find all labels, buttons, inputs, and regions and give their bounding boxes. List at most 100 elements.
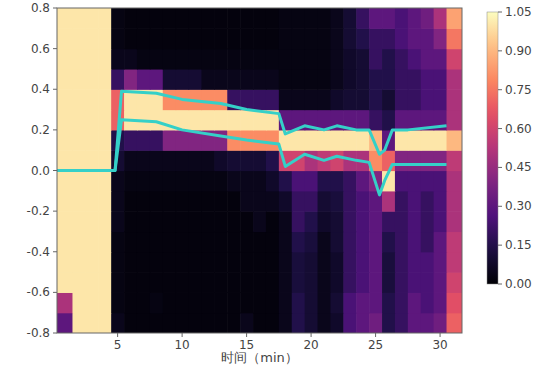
heat-cell	[214, 252, 227, 273]
heat-cell	[395, 110, 408, 131]
heat-cell	[292, 130, 305, 151]
heat-cell	[240, 313, 253, 333]
heat-cell	[150, 8, 163, 29]
heat-cell	[343, 313, 356, 333]
heat-cell	[356, 313, 369, 333]
heat-cell	[111, 211, 124, 232]
heat-cell	[266, 150, 279, 171]
heat-cell	[111, 272, 124, 293]
heat-cell	[163, 191, 176, 212]
heat-cell	[85, 211, 98, 232]
heat-cell	[253, 28, 266, 49]
heat-cell	[176, 130, 189, 151]
colorbar-tick-label: 0.90	[505, 44, 532, 58]
heat-cell	[98, 110, 111, 131]
y-tick	[53, 292, 57, 293]
heat-cell	[240, 49, 253, 70]
heat-cell	[369, 8, 382, 29]
heat-cell	[163, 49, 176, 70]
heat-cell	[434, 69, 447, 90]
heat-cell	[111, 252, 124, 273]
heat-cell	[111, 69, 124, 90]
heat-cell	[176, 49, 189, 70]
x-tick-label: 20	[303, 338, 318, 352]
heat-cell	[266, 313, 279, 333]
heat-cell	[305, 292, 318, 313]
heat-cell	[279, 28, 292, 49]
heat-cell	[189, 211, 202, 232]
heat-cell	[343, 130, 356, 151]
heat-cell	[189, 110, 202, 131]
heat-cell	[150, 171, 163, 192]
heat-cell	[163, 252, 176, 273]
heat-cell	[72, 89, 85, 110]
heat-cell	[137, 191, 150, 212]
plot-frame	[57, 8, 462, 333]
heat-cell	[369, 252, 382, 273]
heat-cell	[330, 272, 343, 293]
heat-cell	[124, 191, 137, 212]
heat-cell	[434, 272, 447, 293]
heat-cell	[253, 191, 266, 212]
heat-cell	[408, 130, 421, 151]
heat-cell	[111, 231, 124, 252]
heat-cell	[447, 171, 462, 192]
heat-cell	[408, 171, 421, 192]
heat-cell	[176, 28, 189, 49]
heat-cell	[150, 150, 163, 171]
y-tick-label: 0.0	[31, 164, 50, 178]
heat-cell	[227, 69, 240, 90]
heat-cell	[318, 313, 331, 333]
heat-cell	[201, 28, 214, 49]
heat-cell	[356, 191, 369, 212]
heat-cell	[408, 191, 421, 212]
heat-cell	[408, 313, 421, 333]
heat-cell	[214, 211, 227, 232]
heat-cell	[382, 313, 395, 333]
heat-cell	[98, 231, 111, 252]
heat-cell	[330, 211, 343, 232]
heat-cell	[176, 231, 189, 252]
heat-cell	[189, 28, 202, 49]
heat-cell	[214, 130, 227, 151]
heat-cell	[343, 8, 356, 29]
heat-cell	[253, 272, 266, 293]
heat-cell	[356, 89, 369, 110]
heat-cell	[201, 191, 214, 212]
heat-cell	[214, 272, 227, 293]
heat-cell	[318, 171, 331, 192]
heat-cell	[318, 69, 331, 90]
heat-cell	[227, 272, 240, 293]
heat-cell	[382, 211, 395, 232]
heat-cell	[240, 191, 253, 212]
heat-cell	[292, 191, 305, 212]
heat-cell	[57, 272, 73, 293]
heat-cell	[292, 231, 305, 252]
heat-cell	[57, 231, 73, 252]
heat-cell	[279, 191, 292, 212]
heat-cell	[447, 8, 462, 29]
heat-cell	[434, 28, 447, 49]
heat-cell	[85, 150, 98, 171]
heat-cell	[163, 150, 176, 171]
heat-cell	[447, 110, 462, 131]
heat-cell	[382, 191, 395, 212]
heat-cell	[408, 8, 421, 29]
heat-cell	[253, 171, 266, 192]
heat-cell	[382, 252, 395, 273]
heat-cell	[189, 231, 202, 252]
x-tick	[440, 333, 441, 337]
heat-cell	[305, 130, 318, 151]
heat-cell	[214, 28, 227, 49]
heat-cell	[330, 231, 343, 252]
heat-cell	[421, 252, 434, 273]
heat-cell	[189, 171, 202, 192]
heat-cell	[356, 292, 369, 313]
heat-cell	[227, 252, 240, 273]
heat-cell	[137, 69, 150, 90]
heat-cell	[240, 272, 253, 293]
heat-cell	[214, 69, 227, 90]
y-tick-label: -0.8	[27, 326, 50, 340]
heat-cell	[150, 313, 163, 333]
y-tick	[53, 170, 57, 171]
